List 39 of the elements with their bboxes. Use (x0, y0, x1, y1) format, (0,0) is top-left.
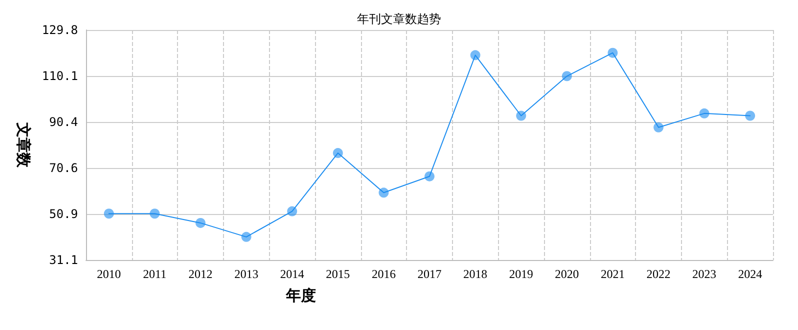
x-tick-label: 2014 (280, 267, 304, 281)
y-tick-label: 50.9 (49, 206, 78, 221)
x-tick-label: 2023 (692, 267, 716, 281)
x-axis-title: 年度 (285, 286, 316, 304)
x-tick-label: 2010 (96, 267, 121, 281)
y-tick-label: 90.4 (49, 114, 78, 129)
x-tick-label: 2019 (509, 267, 534, 281)
point (104, 208, 114, 219)
x-tick-label: 2012 (188, 267, 213, 281)
x-tick-label: 2018 (463, 267, 488, 281)
chart-title: 年刊文章数趋势 (357, 12, 441, 26)
point (196, 218, 206, 228)
x-tick-label: 2015 (326, 267, 350, 281)
x-tick-label: 2021 (600, 267, 625, 281)
point (378, 188, 389, 198)
point (332, 148, 343, 158)
x-tick-label: 2013 (234, 267, 258, 281)
point (745, 110, 756, 121)
point (699, 108, 710, 118)
x-tick-label: 2011 (142, 267, 166, 281)
point (424, 171, 435, 182)
point (608, 48, 618, 58)
x-tick-label: 2022 (646, 267, 671, 281)
point (654, 122, 664, 132)
y-tick-label: 70.6 (49, 160, 78, 175)
x-tick-label: 2016 (372, 267, 396, 281)
x-tick-label: 2024 (738, 267, 762, 281)
y-axis-title: 文章数 (14, 122, 32, 168)
x-tick-label: 2020 (554, 267, 579, 281)
point (287, 206, 298, 216)
point (470, 50, 480, 60)
x-tick-label: 2017 (418, 267, 442, 281)
point (562, 71, 572, 82)
y-tick-label: 129.8 (42, 23, 78, 37)
point (150, 208, 160, 219)
point (241, 232, 252, 242)
point (516, 110, 526, 121)
y-tick-label: 31.1 (49, 253, 78, 267)
y-tick-label: 110.1 (42, 68, 78, 83)
